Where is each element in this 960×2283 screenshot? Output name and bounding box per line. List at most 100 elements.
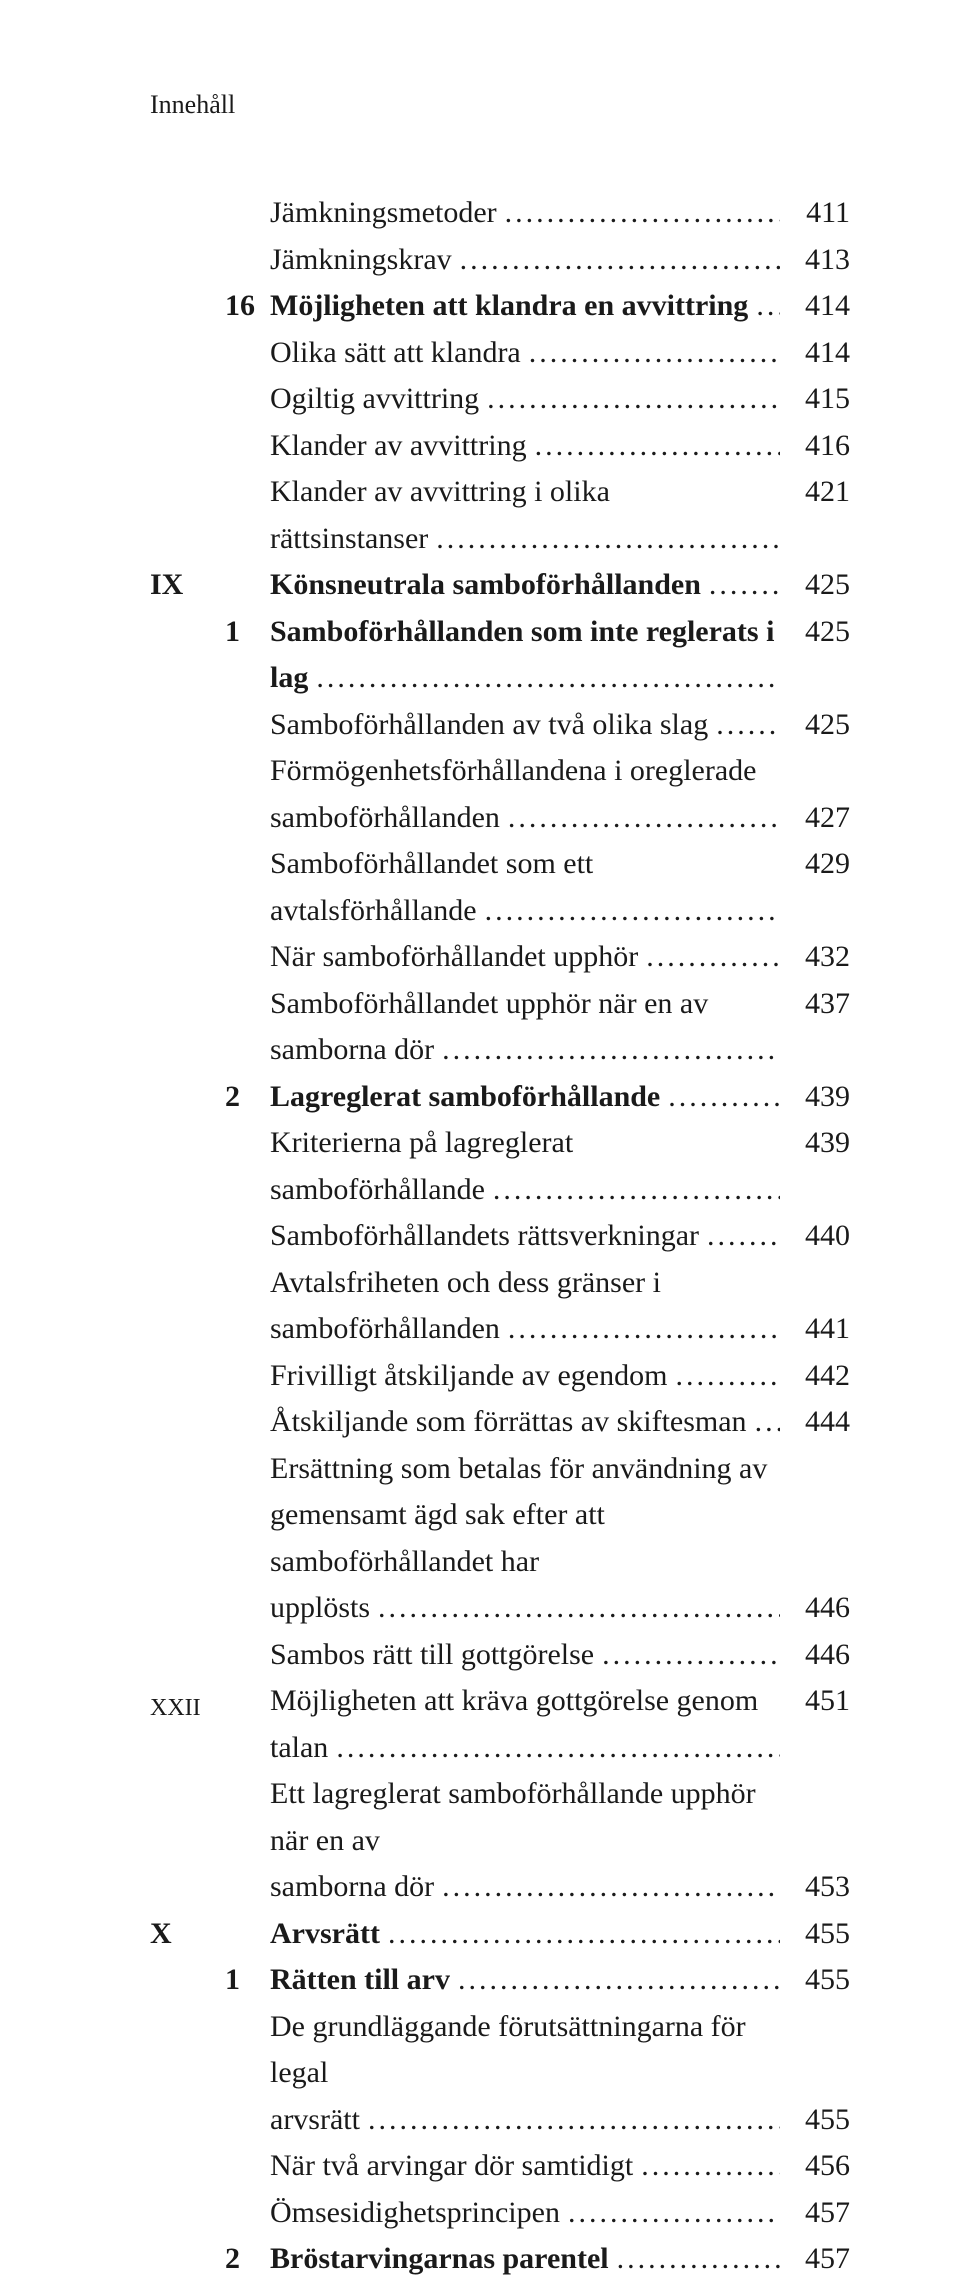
toc-row: Ett lagreglerat samboförhållande upphör … (150, 1771, 850, 1864)
toc-row: Kriterierna på lagreglerat samboförhålla… (150, 1120, 850, 1213)
toc-entry-title: Avtalsfriheten och dess gränser i (270, 1260, 780, 1307)
toc-entry-page: 457 (780, 2190, 850, 2237)
toc-row: 16Möjligheten att klandra en avvittring4… (150, 283, 850, 330)
toc-row: 1Rätten till arv455 (150, 1957, 850, 2004)
toc-entry-title: Samboförhållandet upphör när en av sambo… (270, 981, 780, 1074)
toc-row: 2Bröstarvingarnas parentel457 (150, 2236, 850, 2283)
toc-row: Ömsesidighetsprincipen457 (150, 2190, 850, 2237)
toc-row: gemensamt ägd sak efter att samboförhåll… (150, 1492, 850, 1585)
toc-entry-page: 453 (780, 1864, 850, 1911)
toc-row: Jämkningskrav413 (150, 237, 850, 284)
toc-entry-page: 439 (780, 1074, 850, 1121)
toc-row: Möjligheten att kräva gottgörelse genom … (150, 1678, 850, 1771)
toc-entry-title: När två arvingar dör samtidigt (270, 2143, 780, 2190)
toc-entry-title: Ömsesidighetsprincipen (270, 2190, 780, 2237)
toc-entry-page: 440 (780, 1213, 850, 1260)
toc-entry-title: När samboförhållandet upphör (270, 934, 780, 981)
toc-entry-title: Olika sätt att klandra (270, 330, 780, 377)
toc-entry-title: Sambos rätt till gottgörelse (270, 1632, 780, 1679)
toc-row: samboförhållanden427 (150, 795, 850, 842)
toc-entry-page: 437 (780, 981, 850, 1028)
toc-entry-title: De grundläggande förutsättningarna för l… (270, 2004, 780, 2097)
toc-entry-number: 1 (225, 609, 270, 656)
toc-row: Klander av avvittring416 (150, 423, 850, 470)
toc-row: Olika sätt att klandra414 (150, 330, 850, 377)
toc-entry-page: 441 (780, 1306, 850, 1353)
toc-entry-title: Lagreglerat samboförhållande (270, 1074, 780, 1121)
table-of-contents: Jämkningsmetoder411Jämkningskrav41316Möj… (150, 190, 850, 2283)
toc-entry-title: Jämkningsmetoder (270, 190, 780, 237)
toc-entry-title: Bröstarvingarnas parentel (270, 2236, 780, 2283)
toc-entry-page: 444 (780, 1399, 850, 1446)
toc-entry-page: 425 (780, 702, 850, 749)
toc-row: Förmögenhetsförhållandena i oreglerade (150, 748, 850, 795)
toc-entry-title: samboförhållanden (270, 795, 780, 842)
toc-entry-title: samborna dör (270, 1864, 780, 1911)
toc-section-marker: X (150, 1911, 225, 1958)
toc-row: Samboförhållandets rättsverkningar440 (150, 1213, 850, 1260)
toc-section-marker: IX (150, 562, 225, 609)
toc-entry-title: Könsneutrala samboförhållanden (270, 562, 780, 609)
toc-row: 2Lagreglerat samboförhållande439 (150, 1074, 850, 1121)
toc-entry-title: samboförhållanden (270, 1306, 780, 1353)
toc-row: När två arvingar dör samtidigt456 (150, 2143, 850, 2190)
toc-row: Åtskiljande som förrättas av skiftesman4… (150, 1399, 850, 1446)
toc-row: Avtalsfriheten och dess gränser i (150, 1260, 850, 1307)
toc-row: arvsrätt455 (150, 2097, 850, 2144)
toc-entry-title: Förmögenhetsförhållandena i oreglerade (270, 748, 780, 795)
toc-row: IX Könsneutrala samboförhållanden425 (150, 562, 850, 609)
toc-entry-page: 442 (780, 1353, 850, 1400)
toc-row: När samboförhållandet upphör432 (150, 934, 850, 981)
toc-entry-page: 425 (780, 562, 850, 609)
toc-row: samboförhållanden441 (150, 1306, 850, 1353)
toc-entry-title: arvsrätt (270, 2097, 780, 2144)
toc-entry-title: gemensamt ägd sak efter att samboförhåll… (270, 1492, 780, 1585)
toc-row: De grundläggande förutsättningarna för l… (150, 2004, 850, 2097)
toc-entry-page: 416 (780, 423, 850, 470)
toc-entry-page: 414 (780, 283, 850, 330)
toc-row: Samboförhållanden av två olika slag425 (150, 702, 850, 749)
toc-entry-page: 432 (780, 934, 850, 981)
toc-entry-page: 456 (780, 2143, 850, 2190)
toc-entry-title: Ett lagreglerat samboförhållande upphör … (270, 1771, 780, 1864)
toc-entry-title: Åtskiljande som förrättas av skiftesman (270, 1399, 780, 1446)
toc-entry-title: Klander av avvittring (270, 423, 780, 470)
toc-entry-title: upplösts (270, 1585, 780, 1632)
toc-entry-title: Möjligheten att kräva gottgörelse genom … (270, 1678, 780, 1771)
toc-row: 1Samboförhållanden som inte reglerats i … (150, 609, 850, 702)
toc-entry-title: Möjligheten att klandra en avvittring (270, 283, 780, 330)
toc-entry-page: 446 (780, 1632, 850, 1679)
toc-entry-page: 415 (780, 376, 850, 423)
toc-entry-page: 455 (780, 2097, 850, 2144)
toc-entry-title: Samboförhållandets rättsverkningar (270, 1213, 780, 1260)
running-head: Innehåll (150, 90, 850, 120)
toc-row: Samboförhållandet upphör när en av sambo… (150, 981, 850, 1074)
toc-row: Klander av avvittring i olika rättsinsta… (150, 469, 850, 562)
toc-row: Ogiltig avvittring415 (150, 376, 850, 423)
page-footer-roman: XXII (150, 1695, 201, 1722)
toc-entry-page: 429 (780, 841, 850, 888)
toc-entry-title: Samboförhållanden av två olika slag (270, 702, 780, 749)
toc-entry-page: 414 (780, 330, 850, 377)
toc-entry-page: 446 (780, 1585, 850, 1632)
toc-entry-number: 2 (225, 2236, 270, 2283)
toc-entry-title: Ogiltig avvittring (270, 376, 780, 423)
toc-entry-page: 455 (780, 1957, 850, 2004)
toc-entry-title: Rätten till arv (270, 1957, 780, 2004)
toc-entry-page: 413 (780, 237, 850, 284)
toc-row: Frivilligt åtskiljande av egendom442 (150, 1353, 850, 1400)
toc-entry-page: 439 (780, 1120, 850, 1167)
toc-entry-page: 411 (780, 190, 850, 237)
toc-entry-title: Ersättning som betalas för användning av (270, 1446, 780, 1493)
toc-entry-number: 16 (225, 283, 270, 330)
toc-row: Jämkningsmetoder411 (150, 190, 850, 237)
toc-row: Sambos rätt till gottgörelse446 (150, 1632, 850, 1679)
toc-row: Ersättning som betalas för användning av (150, 1446, 850, 1493)
toc-entry-title: Samboförhållandet som ett avtalsförhålla… (270, 841, 780, 934)
toc-entry-page: 455 (780, 1911, 850, 1958)
toc-entry-number: 2 (225, 1074, 270, 1121)
toc-entry-page: 457 (780, 2236, 850, 2283)
toc-entry-title: Arvsrätt (270, 1911, 780, 1958)
toc-entry-page: 451 (780, 1678, 850, 1725)
toc-row: upplösts446 (150, 1585, 850, 1632)
